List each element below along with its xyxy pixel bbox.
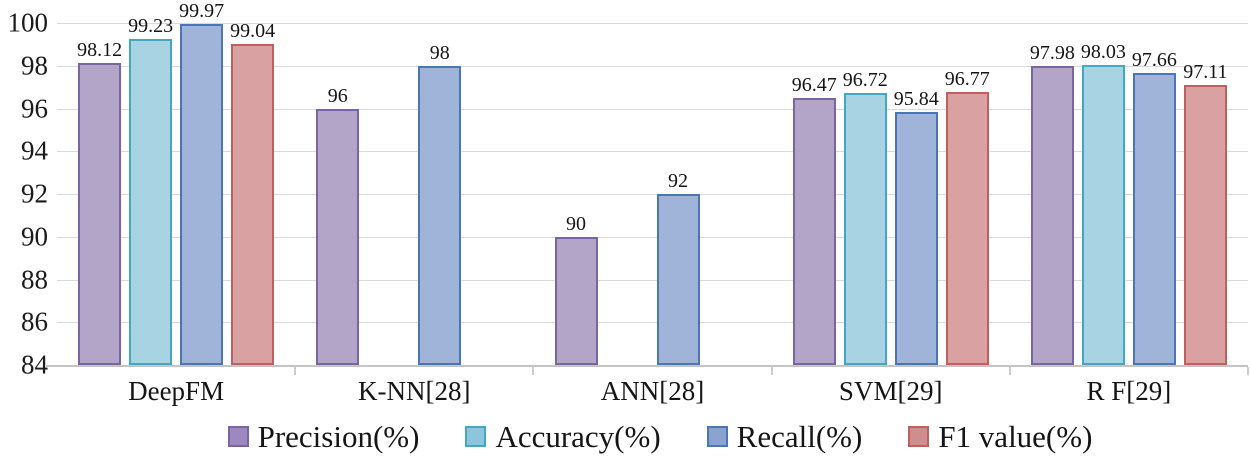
x-axis-tick (294, 367, 297, 375)
bar-f1-value--svm-29- (945, 92, 989, 365)
bar-value-label: 99.97 (179, 0, 225, 22)
bar-precision--ann-28- (554, 236, 598, 365)
legend-swatch-icon (908, 426, 930, 447)
bar-value-label: 96 (327, 84, 348, 107)
legend-swatch-icon (465, 426, 487, 447)
bar-f1-value--deepfm (231, 43, 275, 365)
y-axis-tick-label: 94 (21, 135, 48, 166)
bar-value-label: 97.66 (1131, 49, 1177, 72)
bar-recall--ann-28- (656, 194, 700, 365)
category-label-k-nn-28-: K-NN[28] (358, 376, 471, 406)
bar-recall--svm-29- (894, 111, 938, 365)
legend-item-recall-: Recall(%) (706, 419, 863, 454)
x-axis-tick (1008, 367, 1011, 375)
bar-accuracy--svm-29- (843, 93, 887, 365)
gridline (57, 108, 1248, 110)
gridline (57, 279, 1248, 281)
bar-precision--k-nn-28- (316, 108, 360, 365)
bar-value-label: 96.72 (842, 69, 888, 92)
bar-f1-value--r-f-29- (1183, 84, 1227, 365)
legend-label: Recall(%) (736, 419, 863, 454)
bar-precision--svm-29- (792, 98, 836, 365)
bar-value-label: 97.98 (1029, 42, 1075, 65)
gridline (57, 65, 1248, 67)
bar-value-label: 95.84 (893, 87, 939, 110)
y-axis-tick-label: 86 (21, 306, 48, 337)
category-label-r-f-29-: R F[29] (1086, 376, 1172, 406)
x-axis-tick (1247, 367, 1249, 375)
y-axis-tick-label: 88 (21, 264, 48, 294)
gridline (57, 151, 1248, 153)
gridline (57, 194, 1248, 195)
bar-value-label: 96.47 (791, 74, 837, 97)
x-axis-tick (770, 367, 773, 375)
bar-value-label: 99.04 (230, 19, 276, 42)
legend-item-accuracy-: Accuracy(%) (465, 419, 661, 454)
bar-value-label: 90 (566, 212, 586, 235)
legend-label: Accuracy(%) (495, 419, 661, 454)
legend-label: F1 value(%) (938, 419, 1093, 454)
gridline (57, 322, 1248, 324)
bar-recall--k-nn-28- (418, 65, 462, 365)
bar-precision--r-f-29- (1030, 66, 1074, 365)
legend-item-f1-value-: F1 value(%) (908, 421, 1092, 452)
y-axis-tick-label: 98 (21, 50, 48, 81)
x-axis-tick (532, 367, 535, 375)
legend-swatch-icon (227, 426, 249, 447)
category-label-svm-29-: SVM[29] (838, 376, 943, 406)
bar-value-label: 92 (668, 170, 688, 192)
gridline (57, 23, 1248, 24)
bar-recall--deepfm (180, 23, 224, 365)
y-axis-tick-label: 92 (21, 178, 48, 209)
bar-value-label: 98 (429, 41, 450, 64)
category-label-deepfm: DeepFM (128, 376, 225, 406)
y-axis-tick-label: 90 (21, 221, 48, 252)
legend-item-precision-: Precision(%) (227, 419, 420, 454)
legend-swatch-icon (706, 426, 728, 447)
bar-value-label: 97.11 (1183, 60, 1228, 83)
bar-precision--deepfm (78, 63, 122, 365)
y-axis-tick-label: 100 (7, 7, 49, 38)
bar-value-label: 98.03 (1080, 41, 1126, 64)
y-axis-tick-label: 96 (21, 93, 48, 123)
bar-value-label: 96.77 (944, 68, 990, 91)
legend-label: Precision(%) (257, 419, 420, 454)
y-axis-tick-label: 84 (21, 349, 48, 380)
bar-value-label: 99.23 (128, 15, 174, 38)
x-axis-line (46, 365, 1248, 367)
legend: Precision(%) Accuracy(%) Recall(%) F1 value… (0, 421, 1250, 452)
category-label-ann-28-: ANN[28] (600, 376, 705, 406)
gridline (57, 236, 1248, 238)
bar-accuracy--deepfm (129, 39, 173, 365)
bar-accuracy--r-f-29- (1081, 65, 1125, 365)
bar-recall--r-f-29- (1132, 73, 1176, 365)
bar-value-label: 98.12 (77, 39, 123, 62)
